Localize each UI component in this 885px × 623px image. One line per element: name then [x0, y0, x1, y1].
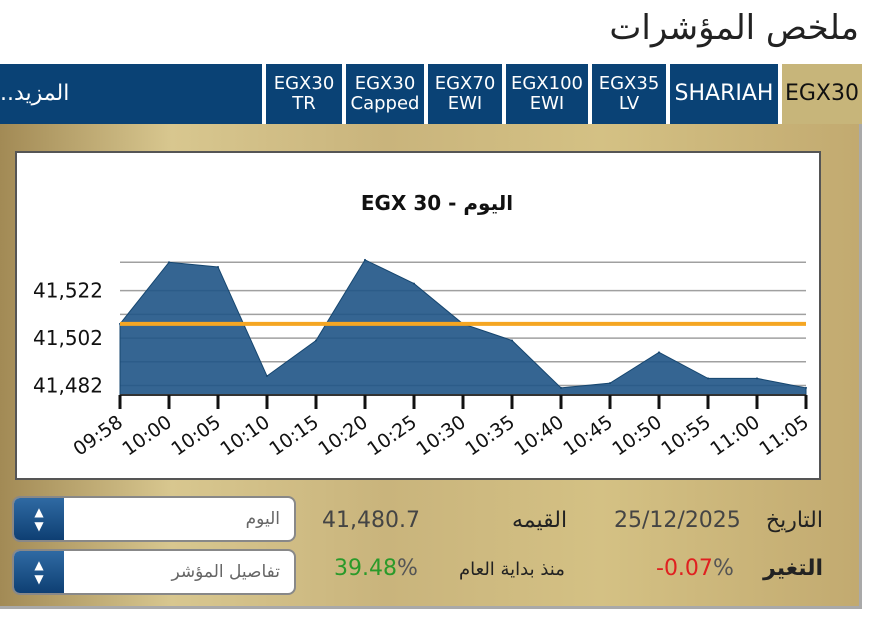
detail-select-value: تفاصيل المؤشر	[171, 562, 281, 582]
tab-egx100-ewi-line1: EGX100	[510, 73, 583, 94]
x-tick-label: 10:25	[363, 411, 420, 460]
series-area	[119, 259, 807, 396]
period-select-value: اليوم	[245, 509, 280, 529]
tab-egx30-tr-line2: TR	[292, 93, 316, 114]
tab-egx30-tr[interactable]: EGX30 TR	[262, 64, 342, 124]
chart-container: EGX 30 - اليوم 41,522 41,502 41,482 09:58 10:…	[15, 151, 821, 480]
detail-select-spinner[interactable]: ▲ ▼	[14, 551, 64, 593]
data-point	[315, 339, 317, 342]
index-tab-bar: المزيد.. EGX30 TR EGX30 Capped EGX70 EWI…	[0, 64, 862, 124]
index-value: 41,480.7	[322, 508, 420, 533]
chart-title: EGX 30 - اليوم	[361, 191, 513, 215]
date-value: 25/12/2025	[614, 508, 741, 533]
data-point	[364, 258, 366, 261]
period-select[interactable]: ▲ ▼ اليوم	[12, 496, 296, 542]
tab-egx35-lv[interactable]: EGX35 LV	[588, 64, 666, 124]
daily-change-value: -0.07	[656, 556, 713, 581]
x-tick-label: 10:00	[118, 411, 175, 460]
tab-shariah-label: SHARIAH	[674, 81, 774, 106]
x-tick-label: 10:50	[608, 411, 665, 460]
tab-egx30-capped-line2: Capped	[350, 93, 420, 114]
data-point	[266, 375, 268, 378]
tab-egx100-ewi[interactable]: EGX100 EWI	[502, 64, 588, 124]
tab-egx100-ewi-line2: EWI	[529, 93, 565, 114]
tab-egx30-capped-line1: EGX30	[354, 73, 416, 94]
y-tick-label: 41,522	[33, 279, 103, 303]
change-label: التغير	[763, 556, 823, 581]
data-point	[658, 351, 660, 354]
x-tick-label: 10:40	[510, 411, 567, 460]
x-tick-label: 11:00	[706, 411, 763, 460]
daily-change-pct: %	[712, 556, 734, 581]
tab-egx35-lv-line2: LV	[618, 93, 640, 114]
tab-egx30[interactable]: EGX30	[778, 64, 862, 124]
ytd-label: منذ بداية العام	[459, 559, 565, 580]
tab-egx35-lv-line1: EGX35	[598, 73, 660, 94]
data-point	[217, 265, 219, 268]
data-point	[168, 261, 170, 264]
value-label: القيمه	[512, 508, 568, 533]
data-point	[756, 377, 758, 380]
data-point	[511, 339, 513, 342]
tab-egx30-tr-line1: EGX30	[273, 73, 335, 94]
x-tick-label: 10:15	[265, 411, 322, 460]
index-chart: EGX 30 - اليوم41,52241,50241,48209:5810:…	[33, 191, 813, 461]
x-tick-label: 10:45	[559, 411, 616, 460]
ytd-change-pct: %	[396, 556, 418, 581]
data-point	[413, 282, 415, 285]
x-tick-label: 10:20	[314, 411, 371, 460]
data-point	[609, 382, 611, 385]
period-select-spinner[interactable]: ▲ ▼	[14, 498, 64, 540]
y-tick-label: 41,482	[33, 374, 103, 398]
x-tick-label: 10:35	[461, 411, 518, 460]
ytd-change-value: 39.48	[334, 556, 397, 581]
data-point	[805, 386, 807, 389]
down-arrow-icon: ▼	[34, 519, 44, 533]
index-panel: EGX 30 - اليوم 41,522 41,502 41,482 09:58 10:…	[0, 124, 862, 609]
daily-change: -0.07%	[656, 556, 734, 581]
x-tick-label: 11:05	[755, 411, 812, 460]
data-point	[707, 377, 709, 380]
data-point	[560, 386, 562, 389]
down-arrow-icon: ▼	[34, 572, 44, 586]
more-tab-label: المزيد..	[0, 81, 70, 106]
tab-egx70-ewi-line1: EGX70	[434, 73, 496, 94]
up-arrow-icon: ▲	[34, 558, 44, 572]
tab-egx70-ewi-line2: EWI	[447, 93, 483, 114]
page-title: ملخص المؤشرات	[609, 8, 859, 48]
tab-egx30-label: EGX30	[784, 81, 859, 106]
tab-egx70-ewi[interactable]: EGX70 EWI	[424, 64, 502, 124]
up-arrow-icon: ▲	[34, 505, 44, 519]
date-label: التاريخ	[765, 508, 823, 533]
x-tick-label: 10:55	[657, 411, 714, 460]
tab-shariah[interactable]: SHARIAH	[666, 64, 778, 124]
y-tick-label: 41,502	[33, 326, 103, 350]
x-tick-label: 10:05	[167, 411, 224, 460]
more-tab[interactable]: المزيد..	[0, 64, 262, 124]
ytd-change: 39.48%	[334, 556, 418, 581]
tab-egx30-capped[interactable]: EGX30 Capped	[342, 64, 424, 124]
x-tick-label: 10:10	[216, 411, 273, 460]
detail-select[interactable]: ▲ ▼ تفاصيل المؤشر	[12, 549, 296, 595]
x-tick-label: 09:58	[69, 411, 126, 460]
x-tick-label: 10:30	[412, 411, 469, 460]
